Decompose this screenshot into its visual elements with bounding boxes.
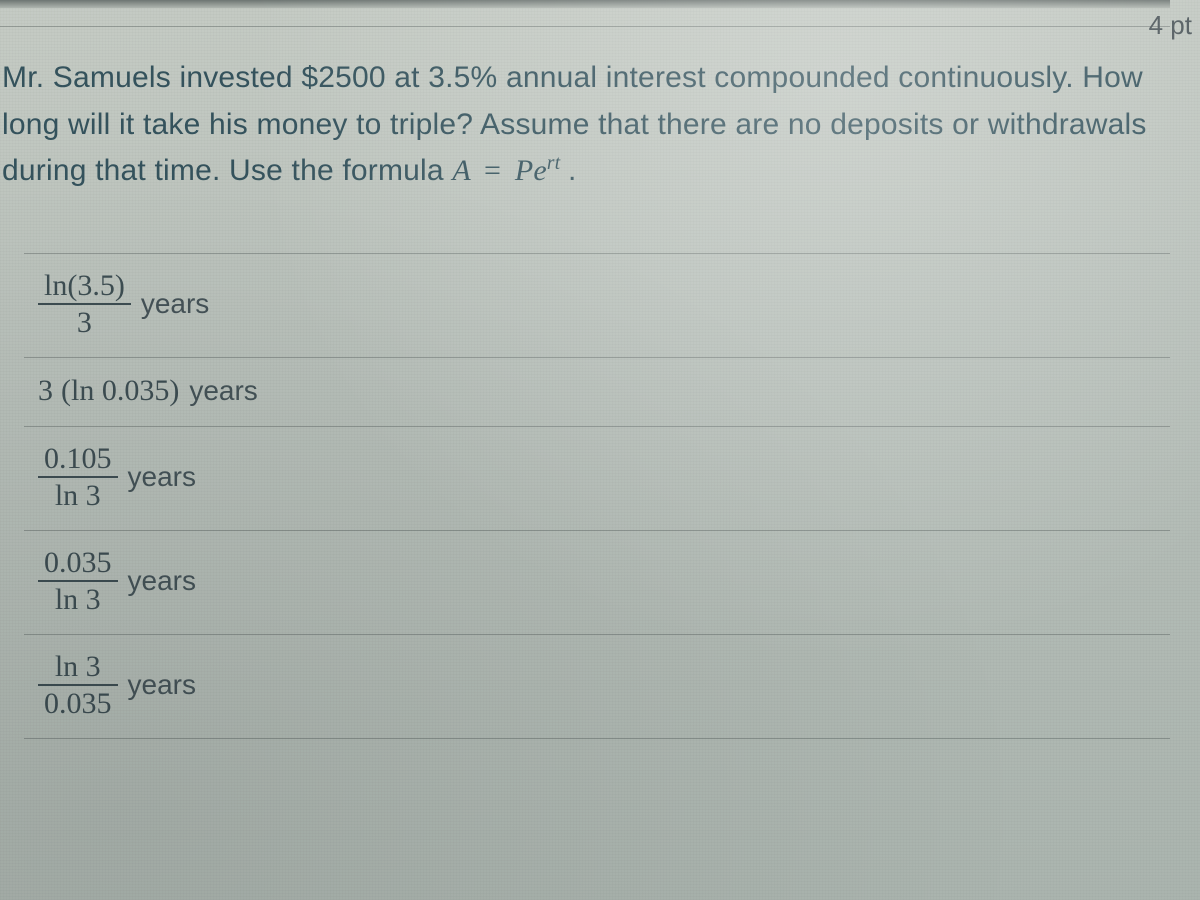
question-line-3-prefix: during that time. Use the formula (2, 154, 452, 187)
formula-equals: = (478, 154, 507, 187)
answer-option-b[interactable]: 3(ln 0.035) years (24, 358, 1170, 427)
answer-option-a[interactable]: ln(3.5) 3 years (24, 253, 1170, 358)
fraction-denominator: 0.035 (38, 688, 118, 720)
fraction-denominator: ln 3 (49, 480, 107, 512)
unit-label: years (187, 375, 257, 407)
expr-paren: (ln 0.035) (61, 374, 179, 408)
unit-label: years (126, 461, 196, 493)
formula-A: A (452, 154, 470, 187)
fraction-bar (38, 476, 118, 478)
fraction-numerator: ln 3 (49, 651, 107, 683)
option-c-math: 0.105 ln 3 years (38, 443, 196, 512)
fraction-numerator: ln(3.5) (38, 270, 131, 302)
option-d-math: 0.035 ln 3 years (38, 547, 196, 616)
option-a-math: ln(3.5) 3 years (38, 270, 209, 339)
quiz-question-card: 4 pt Mr. Samuels invested $2500 at 3.5% … (0, 0, 1200, 739)
fraction: 0.105 ln 3 (38, 443, 118, 512)
unit-label: years (139, 288, 209, 320)
question-line-3-suffix: . (568, 154, 577, 187)
points-label: 4 pt (1149, 10, 1192, 41)
divider-top (0, 26, 1170, 27)
fraction-numerator: 0.105 (38, 443, 118, 475)
question-line-1: Mr. Samuels invested $2500 at 3.5% annua… (2, 61, 1143, 94)
formula: A = Pert (452, 154, 568, 187)
fraction-numerator: 0.035 (38, 547, 118, 579)
formula-exponent: rt (547, 153, 560, 174)
window-top-edge (0, 0, 1170, 8)
expr-coeff: 3 (38, 374, 53, 408)
fraction-denominator: ln 3 (49, 584, 107, 616)
option-b-math: 3(ln 0.035) years (38, 374, 258, 408)
answer-options: ln(3.5) 3 years 3(ln 0.035) years 0.105 … (0, 253, 1170, 739)
fraction: 0.035 ln 3 (38, 547, 118, 616)
answer-option-e[interactable]: ln 3 0.035 years (24, 635, 1170, 739)
fraction: ln 3 0.035 (38, 651, 118, 720)
formula-e: e (533, 154, 547, 187)
question-line-2: long will it take his money to triple? A… (2, 108, 1147, 141)
fraction-bar (38, 580, 118, 582)
fraction: ln(3.5) 3 (38, 270, 131, 339)
fraction-denominator: 3 (71, 307, 98, 339)
fraction-bar (38, 303, 131, 305)
fraction-bar (38, 684, 118, 686)
option-e-math: ln 3 0.035 years (38, 651, 196, 720)
unit-label: years (126, 669, 196, 701)
answer-option-d[interactable]: 0.035 ln 3 years (24, 531, 1170, 635)
formula-P: P (515, 154, 534, 187)
question-text: Mr. Samuels invested $2500 at 3.5% annua… (0, 55, 1170, 195)
answer-option-c[interactable]: 0.105 ln 3 years (24, 427, 1170, 531)
unit-label: years (126, 565, 196, 597)
